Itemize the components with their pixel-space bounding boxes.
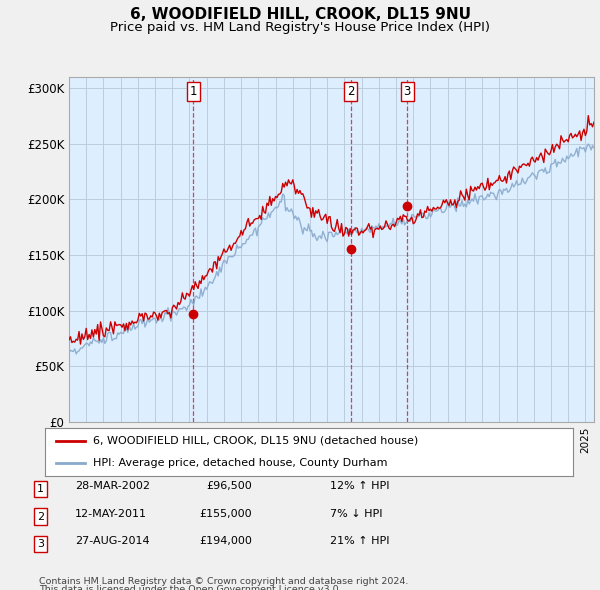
- Text: Price paid vs. HM Land Registry's House Price Index (HPI): Price paid vs. HM Land Registry's House …: [110, 21, 490, 34]
- Text: 3: 3: [404, 86, 411, 99]
- Text: 1: 1: [37, 484, 44, 494]
- Text: 27-AUG-2014: 27-AUG-2014: [75, 536, 149, 546]
- Text: £96,500: £96,500: [206, 481, 252, 491]
- Text: 6, WOODIFIELD HILL, CROOK, DL15 9NU (detached house): 6, WOODIFIELD HILL, CROOK, DL15 9NU (det…: [92, 436, 418, 446]
- Text: 12-MAY-2011: 12-MAY-2011: [75, 509, 147, 519]
- Text: 2: 2: [347, 86, 355, 99]
- Text: This data is licensed under the Open Government Licence v3.0.: This data is licensed under the Open Gov…: [39, 585, 341, 590]
- Text: HPI: Average price, detached house, County Durham: HPI: Average price, detached house, Coun…: [92, 458, 387, 468]
- Text: 6, WOODIFIELD HILL, CROOK, DL15 9NU: 6, WOODIFIELD HILL, CROOK, DL15 9NU: [130, 7, 470, 22]
- Text: Contains HM Land Registry data © Crown copyright and database right 2024.: Contains HM Land Registry data © Crown c…: [39, 577, 409, 586]
- Text: 3: 3: [37, 539, 44, 549]
- Text: 1: 1: [190, 86, 197, 99]
- Text: £194,000: £194,000: [199, 536, 252, 546]
- Text: 21% ↑ HPI: 21% ↑ HPI: [330, 536, 389, 546]
- Text: 2: 2: [37, 512, 44, 522]
- Text: 7% ↓ HPI: 7% ↓ HPI: [330, 509, 383, 519]
- Text: 12% ↑ HPI: 12% ↑ HPI: [330, 481, 389, 491]
- Text: £155,000: £155,000: [199, 509, 252, 519]
- Text: 28-MAR-2002: 28-MAR-2002: [75, 481, 150, 491]
